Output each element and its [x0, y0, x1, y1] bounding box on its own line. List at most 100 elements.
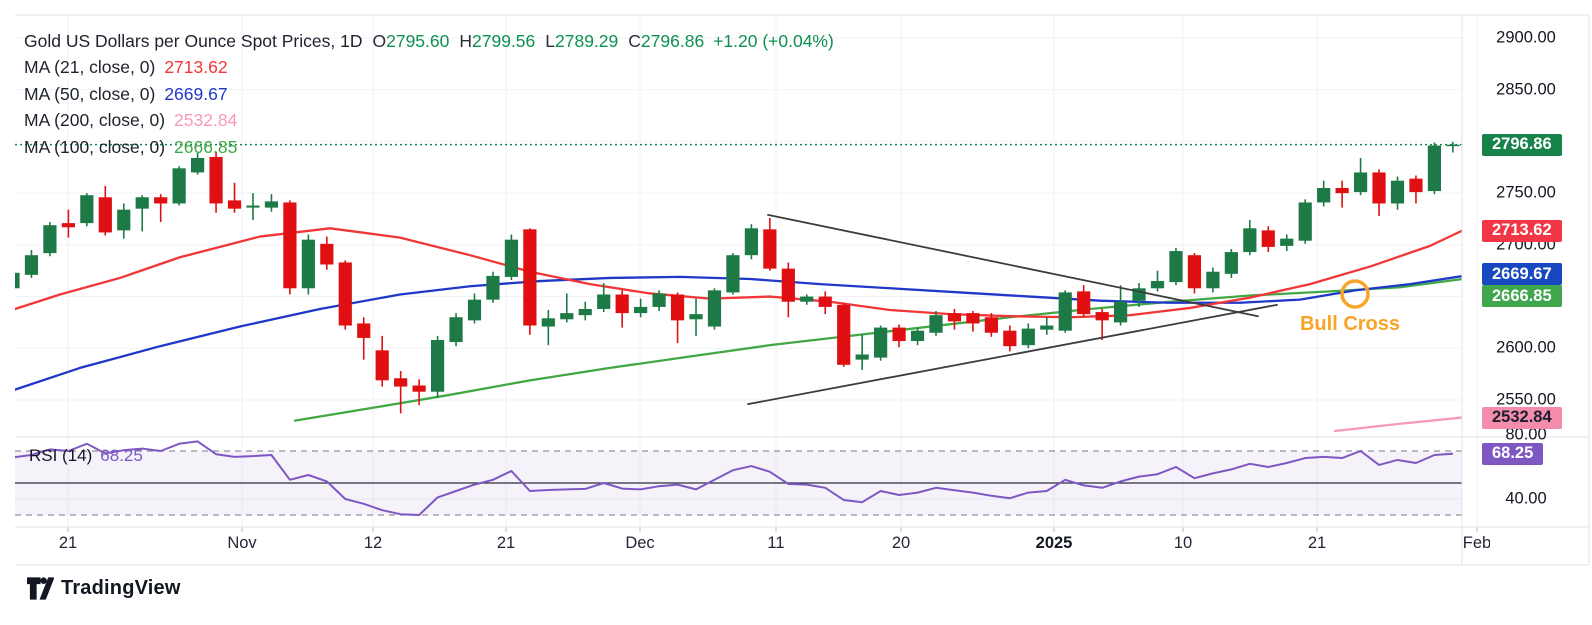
candle[interactable] [467, 293, 482, 324]
candle[interactable] [209, 151, 223, 213]
ma-legend-row[interactable]: MA (21, close, 0) 2713.62 [24, 54, 834, 80]
candle[interactable] [634, 298, 648, 318]
candle[interactable] [394, 371, 408, 414]
candle[interactable] [320, 236, 334, 270]
candle[interactable] [80, 193, 94, 227]
candle[interactable] [430, 335, 445, 398]
price-axis-label: 2550.00 [1496, 390, 1556, 409]
candle[interactable] [486, 271, 500, 303]
candle[interactable] [707, 288, 722, 330]
candle[interactable] [6, 270, 20, 295]
candle[interactable] [1187, 253, 1202, 294]
candle[interactable] [597, 283, 611, 313]
ma-legend-row[interactable]: MA (100, close, 0) 2666.85 [24, 134, 834, 160]
candle[interactable] [1206, 267, 1220, 293]
candle[interactable] [523, 228, 537, 335]
candle[interactable] [135, 195, 149, 232]
trendline[interactable] [747, 303, 1278, 406]
candle-body [1114, 301, 1128, 323]
candle[interactable] [818, 291, 832, 315]
candle[interactable] [1224, 248, 1238, 278]
candle[interactable] [726, 253, 740, 295]
ma-legend-row[interactable]: MA (50, close, 0) 2669.67 [24, 81, 834, 107]
candle[interactable] [412, 379, 426, 406]
symbol-title-row[interactable]: Gold US Dollars per Ounce Spot Prices, 1… [24, 28, 834, 54]
candle[interactable] [1261, 226, 1275, 253]
candle[interactable] [966, 311, 980, 332]
candle-body [947, 313, 962, 322]
candle[interactable] [1077, 285, 1091, 318]
candle[interactable] [984, 313, 998, 337]
candle[interactable] [541, 310, 555, 346]
candle[interactable] [1372, 169, 1386, 216]
ma-line[interactable] [15, 275, 1462, 391]
candle[interactable] [154, 194, 168, 223]
candle[interactable] [246, 193, 260, 221]
candle[interactable] [874, 325, 888, 361]
candle[interactable] [1150, 270, 1165, 292]
candle[interactable] [910, 327, 925, 346]
candle[interactable] [61, 209, 75, 238]
candle[interactable] [1335, 180, 1349, 208]
candle-body [320, 243, 334, 265]
candle[interactable] [1353, 157, 1368, 196]
candle[interactable] [689, 298, 703, 336]
candle[interactable] [117, 203, 131, 239]
candle[interactable] [357, 317, 371, 360]
candle[interactable] [24, 250, 39, 278]
candle[interactable] [1409, 175, 1423, 204]
rsi-legend[interactable]: RSI (14) 68.25 [29, 446, 143, 466]
candle[interactable] [1317, 180, 1331, 207]
candle[interactable] [1021, 323, 1035, 349]
candle[interactable] [670, 292, 685, 344]
time-scale[interactable]: 21 Nov 12 21 Dec 11 20 2025 10 21 Feb [0, 527, 1490, 565]
tradingview-watermark[interactable]: TradingView [27, 576, 181, 601]
ma-legend-row[interactable]: MA (200, close, 0) 2532.84 [24, 107, 834, 133]
candle[interactable] [1243, 220, 1257, 256]
candle[interactable] [1427, 142, 1442, 195]
candle[interactable] [504, 234, 519, 281]
candle[interactable] [43, 222, 57, 257]
candle[interactable] [744, 224, 758, 260]
candle[interactable] [855, 334, 869, 370]
candle[interactable] [763, 217, 777, 271]
ma-line[interactable] [293, 277, 1462, 422]
candle[interactable] [301, 234, 315, 295]
candle[interactable] [947, 308, 962, 330]
bull-cross-circle[interactable] [1340, 279, 1370, 309]
ma-line[interactable] [15, 227, 1462, 319]
candle[interactable] [615, 290, 629, 328]
ma-line[interactable] [1333, 416, 1462, 433]
candle[interactable] [837, 302, 851, 367]
candle[interactable] [892, 324, 906, 348]
candle[interactable] [800, 294, 814, 305]
candle[interactable] [560, 293, 574, 323]
candle[interactable] [1003, 325, 1017, 352]
candle[interactable] [172, 166, 186, 206]
candle[interactable] [929, 311, 943, 336]
rsi-line[interactable] [13, 440, 1453, 516]
candle[interactable] [191, 152, 205, 175]
candle[interactable] [449, 313, 463, 347]
candle[interactable] [578, 301, 592, 321]
candle[interactable] [781, 262, 795, 318]
candle[interactable] [375, 335, 389, 387]
candle[interactable] [1390, 176, 1405, 210]
candle[interactable] [652, 290, 666, 312]
candle[interactable] [1169, 247, 1183, 286]
trendline[interactable] [767, 213, 1259, 318]
candle[interactable] [283, 200, 297, 295]
candle[interactable] [264, 194, 279, 212]
candle[interactable] [1298, 199, 1312, 244]
candle[interactable] [98, 185, 112, 236]
candle[interactable] [1446, 141, 1460, 153]
bull-cross-annotation-label[interactable]: Bull Cross [1299, 313, 1401, 335]
candle[interactable] [227, 182, 242, 213]
candle[interactable] [1095, 308, 1109, 340]
candle[interactable] [1280, 234, 1294, 252]
candle[interactable] [1040, 317, 1054, 335]
candle[interactable] [1058, 290, 1072, 333]
candle[interactable] [1114, 285, 1128, 326]
candle[interactable] [338, 260, 352, 330]
